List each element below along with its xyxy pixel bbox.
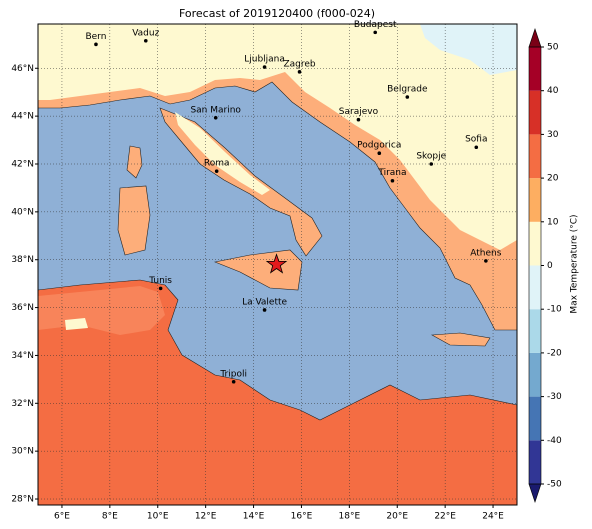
colorbar-bin bbox=[529, 178, 541, 222]
city-dot bbox=[297, 70, 302, 74]
y-tick-label: 40°N bbox=[11, 207, 34, 217]
colorbar-tick-label: -50 bbox=[547, 480, 562, 490]
x-tick-label: 6°E bbox=[54, 512, 70, 522]
title: Forecast of 2019120400 (f000-024) bbox=[179, 7, 375, 20]
colorbar-bin bbox=[529, 396, 541, 441]
colorbar-bin bbox=[529, 440, 541, 484]
city-label: Athens bbox=[470, 248, 501, 258]
colorbar-tick-label: -30 bbox=[547, 392, 562, 402]
city-label: Budapest bbox=[354, 20, 397, 30]
colorbar-bin bbox=[529, 47, 541, 91]
africa-cool bbox=[65, 318, 88, 330]
city-dot bbox=[158, 286, 163, 291]
grid bbox=[38, 24, 517, 505]
sicily bbox=[213, 249, 303, 291]
city-label: Tunis bbox=[148, 276, 172, 286]
city-dot bbox=[373, 30, 378, 35]
city-dot bbox=[356, 117, 361, 122]
y-tick-label: 30°N bbox=[11, 447, 34, 457]
x-tick-label: 12°E bbox=[195, 512, 217, 522]
colorbar-tick-label: -40 bbox=[547, 436, 562, 446]
x-tick-label: 10°E bbox=[147, 512, 169, 522]
colorbar-tick-label: -10 bbox=[547, 305, 562, 315]
x-tick-label: 14°E bbox=[243, 512, 265, 522]
colorbar-tick-label: 40 bbox=[547, 86, 559, 96]
sardinia bbox=[117, 185, 151, 256]
map-frame bbox=[37, 23, 518, 506]
italy-inland bbox=[175, 112, 270, 195]
crete bbox=[430, 332, 491, 347]
city-dot bbox=[94, 42, 98, 47]
city-label: Belgrade bbox=[387, 84, 428, 94]
corsica bbox=[126, 145, 143, 179]
city-dot bbox=[262, 65, 267, 69]
city-dot bbox=[262, 308, 267, 312]
colorbar-label: Max Temperature (°C) bbox=[570, 214, 580, 313]
y-tick-label: 32°N bbox=[11, 399, 34, 409]
colorbar-under bbox=[528, 483, 542, 503]
y-tick-label: 28°N bbox=[11, 495, 34, 505]
colorbar-tick-label: 10 bbox=[547, 217, 559, 227]
marker-star bbox=[265, 253, 288, 274]
city-dot bbox=[214, 169, 219, 173]
city-label: San Marino bbox=[190, 105, 241, 115]
city-label: Sofia bbox=[465, 135, 487, 145]
x-tick-label: 24°E bbox=[482, 512, 504, 522]
y-tick-label: 44°N bbox=[11, 112, 34, 122]
colorbar-tick-label: 20 bbox=[547, 174, 559, 184]
x-tick-label: 8°E bbox=[102, 512, 118, 522]
city-dot bbox=[484, 259, 488, 263]
y-tick-label: 42°N bbox=[11, 159, 34, 169]
colorbar-bin bbox=[529, 221, 541, 266]
y-tick-label: 34°N bbox=[11, 351, 34, 361]
city-label: Tirana bbox=[377, 168, 406, 178]
city-dot bbox=[405, 95, 410, 99]
city-label: Vaduz bbox=[132, 28, 159, 38]
colorbar-tick-label: -20 bbox=[547, 348, 562, 358]
colorbar-tick-label: 30 bbox=[547, 130, 559, 140]
x-tick-label: 18°E bbox=[339, 512, 361, 522]
x-tick-label: 16°E bbox=[291, 512, 313, 522]
x-tick-label: 22°E bbox=[434, 512, 456, 522]
colorbar-tick-label: 0 bbox=[547, 261, 553, 271]
x-tick-label: 20°E bbox=[386, 512, 408, 522]
city-label: Roma bbox=[204, 159, 230, 169]
colorbar-bin bbox=[529, 265, 541, 310]
land-cold bbox=[420, 24, 517, 75]
city-label: Sarajevo bbox=[339, 107, 379, 117]
colorbar-bin bbox=[529, 90, 541, 135]
colorbar-bin bbox=[529, 309, 541, 353]
city-label: La Valette bbox=[242, 297, 287, 307]
city-dot bbox=[390, 178, 395, 183]
city-label: Bern bbox=[85, 32, 106, 42]
map-area bbox=[38, 24, 517, 505]
y-tick-label: 36°N bbox=[11, 303, 34, 313]
city-dot bbox=[213, 116, 218, 120]
city-label: Podgorica bbox=[357, 141, 401, 151]
city-dot bbox=[231, 379, 236, 384]
colorbar-bin bbox=[529, 352, 541, 397]
y-tick-label: 46°N bbox=[11, 64, 34, 74]
city-dot bbox=[143, 38, 148, 43]
city-label: Skopje bbox=[416, 151, 446, 161]
colorbar-tick-label: 50 bbox=[547, 43, 559, 53]
colorbar-bin bbox=[529, 134, 541, 179]
city-label: Tripoli bbox=[219, 369, 247, 379]
y-tick-label: 38°N bbox=[11, 255, 34, 265]
city-label: Zagreb bbox=[283, 59, 315, 69]
city-dot bbox=[474, 145, 479, 150]
city-dot bbox=[429, 162, 434, 166]
land-cool bbox=[38, 24, 517, 250]
city-dot bbox=[377, 151, 382, 156]
city-label: Ljubljana bbox=[244, 55, 285, 65]
colorbar-over bbox=[528, 28, 542, 48]
